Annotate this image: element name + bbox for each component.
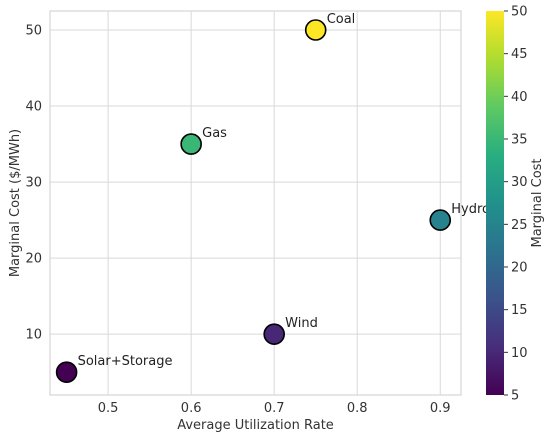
colorbar-tick-label: 35 bbox=[511, 133, 528, 148]
data-point bbox=[263, 323, 285, 345]
colorbar-tick-label: 5 bbox=[511, 389, 519, 404]
y-tick-label: 20 bbox=[25, 252, 42, 267]
y-tick-label: 30 bbox=[25, 176, 42, 191]
colorbar-tick-label: 10 bbox=[511, 346, 528, 361]
colorbar bbox=[486, 11, 504, 395]
x-axis-ticks: 0.5 0.6 0.7 0.8 0.9 bbox=[98, 401, 451, 416]
y-axis-label: Marginal Cost ($/MWh) bbox=[8, 129, 23, 277]
grid bbox=[50, 11, 461, 395]
y-axis-ticks: 10 20 30 40 50 bbox=[25, 24, 42, 343]
colorbar-tick-label: 40 bbox=[511, 90, 528, 105]
colorbar-tick-label: 45 bbox=[511, 47, 528, 62]
data-point bbox=[55, 361, 78, 383]
point-label: Wind bbox=[285, 316, 318, 331]
point-label: Coal bbox=[327, 12, 356, 27]
colorbar-ticks: 5 10 15 20 25 30 35 40 45 50 bbox=[504, 5, 528, 404]
x-tick-label: 0.8 bbox=[347, 401, 368, 416]
colorbar-tick-label: 50 bbox=[511, 5, 528, 20]
data-points bbox=[55, 19, 452, 383]
x-tick-label: 0.9 bbox=[430, 401, 451, 416]
x-tick-label: 0.5 bbox=[98, 401, 119, 416]
x-tick-label: 0.7 bbox=[264, 401, 285, 416]
point-labels: Solar+Storage Wind Gas Coal Hydro bbox=[78, 12, 490, 369]
y-tick-label: 40 bbox=[25, 100, 42, 115]
x-axis-label: Average Utilization Rate bbox=[177, 418, 334, 433]
colorbar-tick-label: 15 bbox=[511, 303, 528, 318]
data-point bbox=[429, 209, 452, 231]
data-point bbox=[304, 19, 327, 41]
colorbar-tick-label: 20 bbox=[511, 261, 528, 276]
colorbar-tick-label: 30 bbox=[511, 175, 528, 190]
plot-area bbox=[49, 10, 462, 396]
y-tick-label: 50 bbox=[25, 24, 42, 39]
data-point bbox=[180, 133, 202, 155]
point-label: Solar+Storage bbox=[78, 354, 173, 369]
point-label: Hydro bbox=[451, 202, 490, 217]
y-tick-label: 10 bbox=[25, 328, 42, 343]
colorbar-label: Marginal Cost bbox=[530, 158, 545, 247]
point-label: Gas bbox=[202, 126, 227, 141]
x-tick-label: 0.6 bbox=[181, 401, 202, 416]
colorbar-tick-label: 25 bbox=[511, 218, 528, 233]
